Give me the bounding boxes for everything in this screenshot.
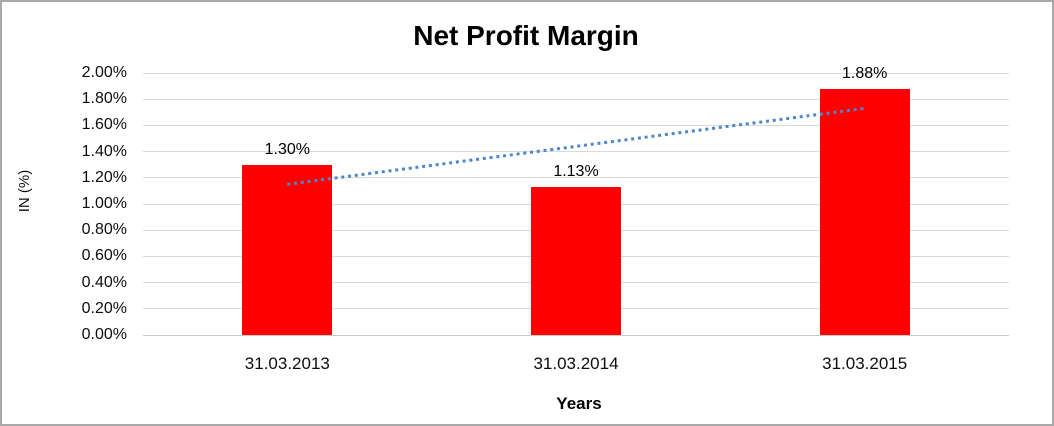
bar-data-label: 1.88% [841,64,888,82]
y-axis-title-text: IN (%) [16,169,33,213]
bar-31.03.2014 [531,186,621,335]
x-axis-tick-label: 31.03.2015 [822,354,908,373]
y-axis-tick-label: 2.00% [81,64,127,81]
x-axis-tick-label: 31.03.2013 [244,354,330,373]
bar-data-label: 1.30% [264,140,311,158]
y-axis-tick-label: 0.80% [81,221,127,239]
bar-31.03.2013 [242,164,333,335]
y-axis-tick-label: 1.60% [81,116,127,134]
y-axis-tick-label: 0.40% [81,273,127,291]
bar-data-label: 1.13% [553,162,599,180]
bar-31.03.2015 [819,88,910,335]
x-axis-line [143,334,1009,336]
y-axis-tick-label: 0.60% [81,247,127,265]
y-axis-tick-label: 0.00% [81,326,127,343]
gridline [143,98,1009,100]
y-axis-tick-label: 1.20% [81,168,127,186]
gridline [143,72,1009,74]
chart-title: Net Profit Margin [413,20,639,51]
y-axis-tick-label: 0.20% [81,299,127,317]
plot-area: 1.30% 1.13% 1.88% [143,65,1009,336]
x-axis-title: Years [556,394,602,413]
x-axis-tick-label: 31.03.2014 [533,354,619,373]
y-axis-tick-label: 1.40% [81,142,127,160]
y-axis-tick-label: 1.00% [81,195,127,212]
y-axis-tick-label: 1.80% [81,90,127,108]
